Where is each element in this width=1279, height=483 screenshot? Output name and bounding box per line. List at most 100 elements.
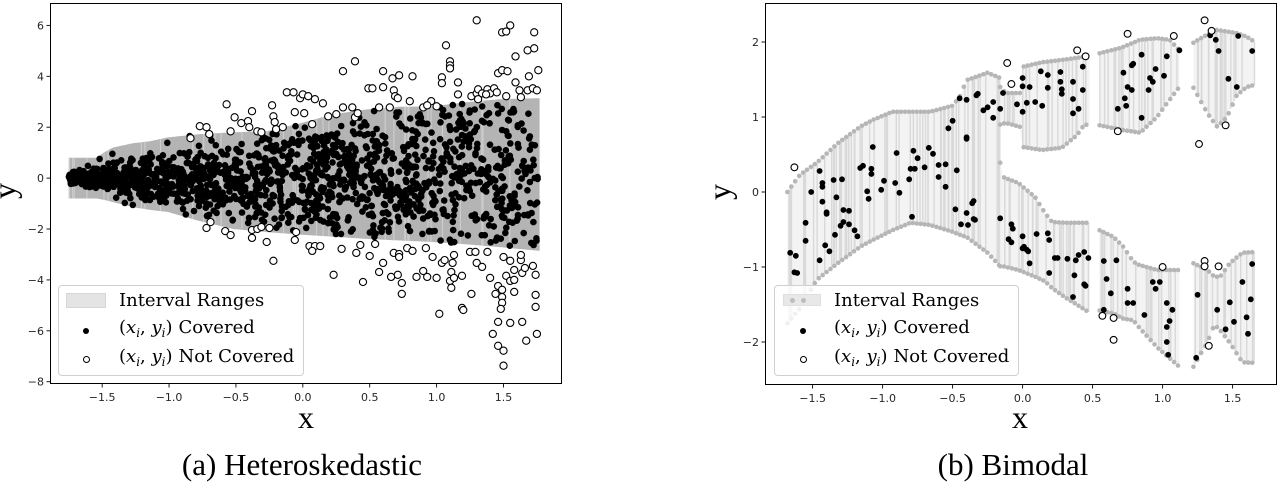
covered-point — [509, 109, 517, 116]
covered-point — [980, 107, 987, 114]
not-covered-point — [516, 93, 526, 102]
covered-point — [155, 190, 162, 198]
covered-point — [478, 103, 486, 110]
covered-point — [1163, 339, 1170, 345]
covered-point — [97, 174, 104, 182]
covered-point — [1124, 300, 1131, 306]
interval-bound-dot — [934, 224, 939, 230]
interval-bound-dot — [1230, 102, 1235, 107]
interval-bound-dot — [949, 103, 955, 109]
x-tick-label: −1.5 — [89, 391, 116, 404]
covered-point — [332, 230, 340, 238]
legend-entry-not-covered: (xi, yi) Not Covered — [59, 346, 303, 368]
interval-bound-dot — [1120, 244, 1126, 249]
covered-point — [289, 191, 297, 199]
interval-bound-dot — [843, 254, 849, 260]
not-covered-point — [520, 263, 530, 273]
interval-bound-dot — [997, 122, 1003, 127]
interval-bound-dot — [863, 121, 869, 126]
interval-bound-dot — [1013, 267, 1019, 272]
not-covered-point — [269, 256, 278, 265]
covered-point — [388, 185, 396, 193]
interval-bound-dot — [1097, 308, 1102, 313]
interval-bound-dot — [1132, 129, 1138, 135]
interval-bound-dot — [1222, 267, 1228, 273]
interval-bound-dot — [1056, 290, 1062, 296]
covered-point — [925, 144, 932, 151]
interval-bound-dot — [1249, 360, 1255, 366]
covered-point — [1070, 294, 1076, 300]
interval-bound-dot — [914, 109, 920, 115]
covered-point — [411, 192, 419, 200]
covered-point — [466, 131, 474, 138]
not-covered-point — [510, 287, 519, 297]
covered-point — [502, 147, 510, 154]
covered-point — [187, 195, 194, 203]
interval-bound-dot — [914, 221, 920, 226]
covered-point — [1161, 72, 1167, 79]
interval-bound-dot — [1242, 86, 1247, 92]
interval-bound-dot — [890, 227, 896, 233]
interval-bound-dot — [1037, 60, 1042, 66]
covered-point — [403, 169, 411, 177]
interval-bound-dot — [1210, 118, 1216, 124]
covered-point — [520, 127, 527, 134]
interval-bound-dot — [1128, 317, 1134, 323]
covered-point — [503, 224, 510, 231]
covered-point — [409, 163, 416, 170]
covered-points — [65, 100, 541, 249]
interval-bound-dot — [1097, 123, 1102, 128]
covered-point — [531, 174, 538, 182]
interval-bound-dot — [859, 243, 865, 249]
covered-point — [493, 191, 501, 198]
interval-bound-dot — [1001, 175, 1007, 180]
covered-point — [428, 129, 435, 136]
covered-point — [330, 213, 337, 220]
interval-bound-dot — [1001, 264, 1007, 269]
interval-bound-dot — [961, 233, 967, 239]
covered-point — [214, 190, 221, 197]
covered-point — [226, 188, 233, 195]
covered-point — [194, 153, 202, 161]
covered-point — [1149, 78, 1156, 85]
interval-bound-dot — [1101, 123, 1106, 129]
covered-point — [278, 207, 286, 215]
covered-point — [313, 211, 320, 218]
covered-point — [315, 151, 323, 158]
covered-point — [436, 135, 444, 143]
covered-point — [816, 257, 823, 264]
covered-point — [245, 214, 253, 222]
covered-point — [868, 171, 875, 177]
interval-bound-dot — [988, 254, 994, 259]
x-tick-label: 1.0 — [428, 391, 446, 404]
interval-bound-dot — [1060, 293, 1066, 299]
not-covered-point — [291, 227, 301, 237]
covered-point — [846, 221, 852, 228]
interval-bound-dot — [1206, 335, 1212, 341]
interval-bound-dot — [945, 104, 951, 110]
interval-bound-dot — [1005, 90, 1011, 96]
covered-point — [266, 168, 274, 175]
covered-point — [1141, 312, 1148, 318]
covered-point — [787, 249, 794, 256]
covered-point — [1014, 101, 1020, 108]
covered-point — [347, 167, 354, 175]
covered-point — [896, 189, 903, 196]
interval-bound-dot — [1044, 147, 1050, 152]
covered-point — [468, 212, 476, 220]
not-covered-point — [531, 302, 540, 312]
covered-point — [229, 216, 237, 224]
interval-bound-dot — [1140, 128, 1145, 133]
covered-point — [321, 153, 329, 160]
covered-point — [179, 179, 187, 186]
covered-point — [337, 181, 344, 188]
covered-point — [121, 199, 129, 207]
covered-point — [387, 197, 394, 204]
covered-point — [860, 162, 866, 169]
covered-point — [221, 171, 228, 178]
covered-point — [451, 163, 458, 170]
interval-bound-dot — [1175, 267, 1181, 273]
plot-content — [65, 16, 543, 370]
interval-bound-dot — [1056, 145, 1062, 151]
covered-point — [1103, 276, 1110, 282]
